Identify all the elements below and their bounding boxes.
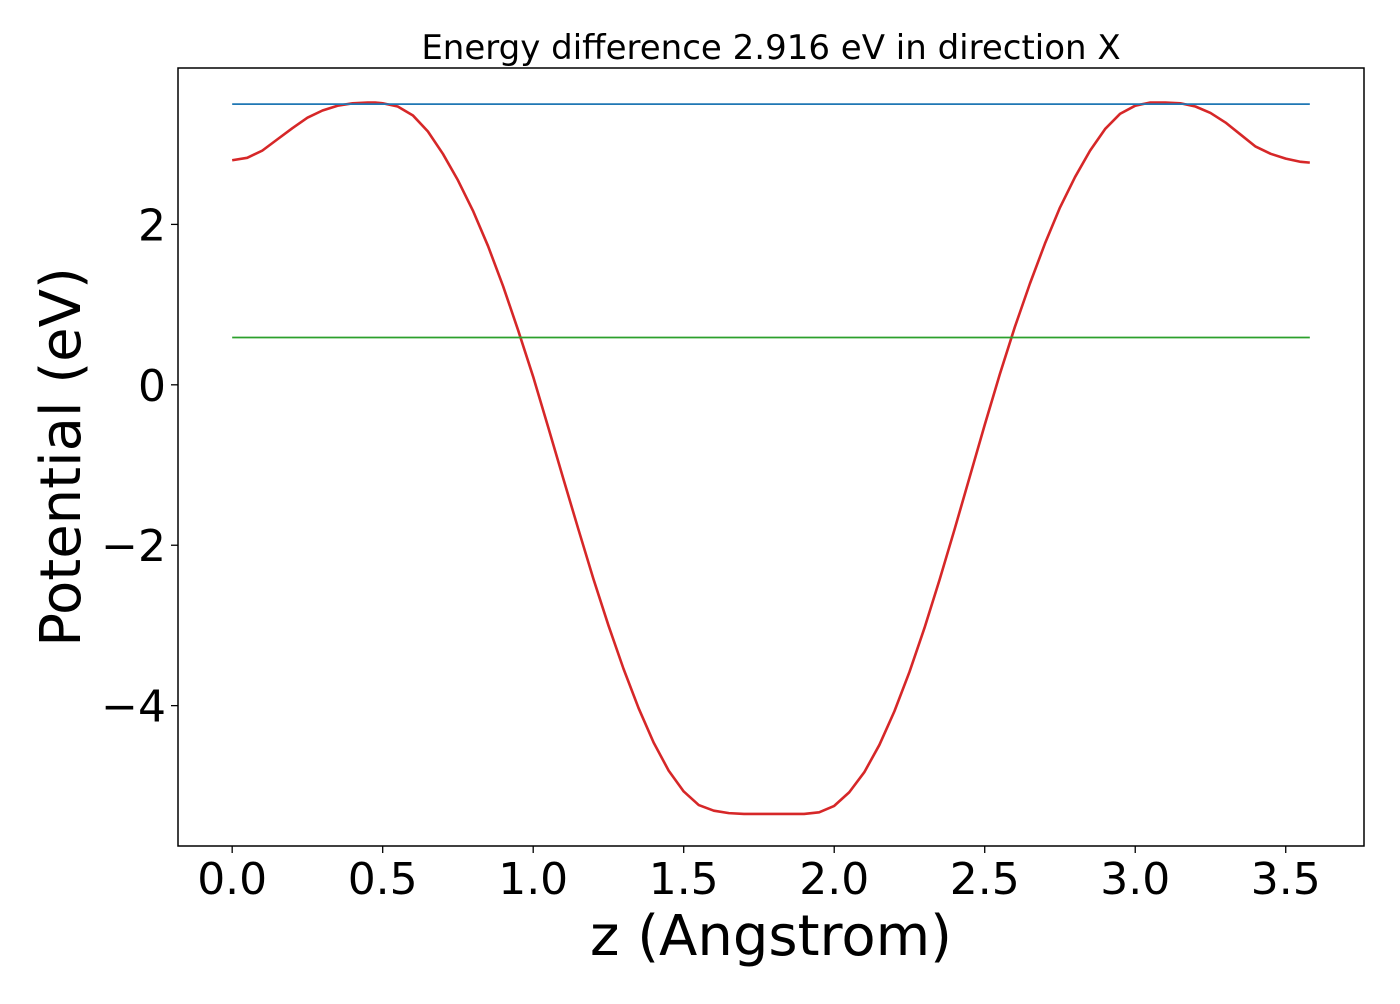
chart-title: Energy difference 2.916 eV in direction … bbox=[421, 28, 1120, 68]
y-axis: 2 0 −2 −4 bbox=[101, 200, 178, 733]
y-tick-label: 0 bbox=[138, 361, 166, 412]
y-tick-label: −2 bbox=[101, 521, 166, 572]
x-tick-label: 3.0 bbox=[1100, 854, 1170, 905]
x-axis-label: z (Angstrom) bbox=[590, 904, 952, 969]
plot-area bbox=[231, 101, 1310, 816]
y-tick-label: 2 bbox=[138, 200, 166, 251]
x-tick-label: 2.0 bbox=[799, 854, 869, 905]
x-tick-label: 1.0 bbox=[498, 854, 568, 905]
y-axis-label: Potential (eV) bbox=[29, 267, 94, 647]
x-tick-label: 3.5 bbox=[1251, 854, 1321, 905]
series-line-0 bbox=[231, 101, 1310, 816]
x-tick-label: 0.5 bbox=[348, 854, 418, 905]
x-tick-label: 1.5 bbox=[649, 854, 719, 905]
x-tick-label: 2.5 bbox=[950, 854, 1020, 905]
x-axis: 0.0 0.5 1.0 1.5 2.0 2.5 3.0 3.5 bbox=[197, 846, 1321, 905]
y-tick-label: −4 bbox=[101, 682, 166, 733]
x-tick-label: 0.0 bbox=[197, 854, 267, 905]
plot-frame bbox=[177, 67, 1365, 847]
